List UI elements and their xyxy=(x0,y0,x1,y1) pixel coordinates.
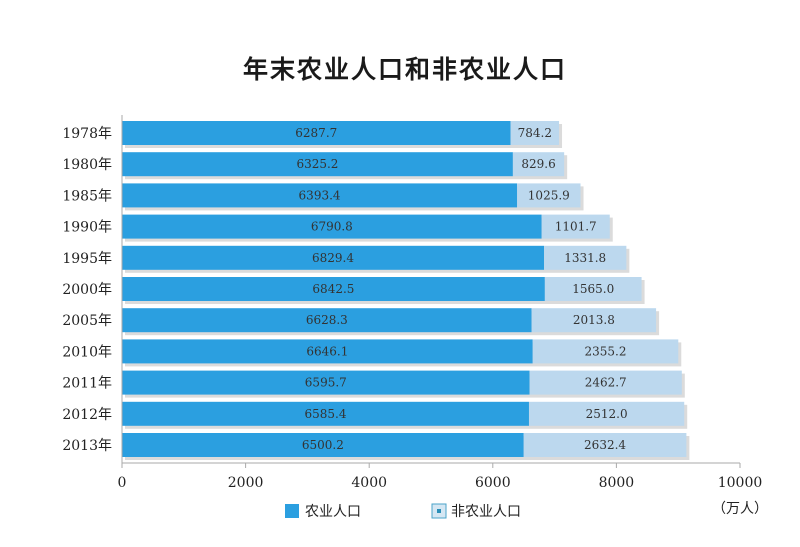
bar-non-agricultural xyxy=(510,121,560,145)
bar-agricultural xyxy=(122,245,545,270)
legend-label-non-agricultural: 非农业人口 xyxy=(451,504,521,520)
bar-agricultural xyxy=(122,121,511,145)
category-label: 2010年 xyxy=(62,344,112,360)
legend-swatch-marker xyxy=(437,509,441,513)
value-label-agricultural: 6595.7 xyxy=(305,376,347,390)
value-label-agricultural: 6500.2 xyxy=(302,438,344,452)
bar-agricultural xyxy=(122,308,532,333)
x-tick-label: 8000 xyxy=(599,475,635,491)
value-label-agricultural: 6646.1 xyxy=(306,344,348,358)
value-label-agricultural: 6829.4 xyxy=(312,251,354,265)
bar-agricultural xyxy=(122,183,518,208)
category-label: 2005年 xyxy=(62,313,112,329)
category-labels: 1978年 1980年 1985年 1990年 1995年 2000年 2005年 2010年… xyxy=(62,126,112,454)
legend-label-agricultural: 农业人口 xyxy=(305,504,361,520)
category-label: 1990年 xyxy=(62,220,112,236)
value-label-non-agricultural: 784.2 xyxy=(518,126,552,140)
value-label-agricultural: 6790.8 xyxy=(311,220,353,234)
chart-title: 年末农业人口和非农业人口 xyxy=(243,55,567,84)
category-label: 1995年 xyxy=(62,251,112,267)
category-label: 2000年 xyxy=(62,282,112,298)
value-label-agricultural: 6628.3 xyxy=(306,313,348,327)
value-label-agricultural: 6585.4 xyxy=(304,407,346,421)
x-tick-label: 4000 xyxy=(351,475,387,491)
legend: 农业人口 非农业人口 xyxy=(285,503,521,520)
value-label-non-agricultural: 1025.9 xyxy=(528,188,570,202)
value-label-non-agricultural: 2462.7 xyxy=(585,376,627,390)
category-label: 1978年 xyxy=(62,126,112,142)
bar-non-agricultural xyxy=(531,308,657,333)
bar-agricultural xyxy=(122,339,533,364)
bar-non-agricultural xyxy=(532,339,679,364)
value-label-non-agricultural: 1565.0 xyxy=(572,282,614,296)
legend-swatch-agricultural xyxy=(285,504,299,518)
bar-agricultural xyxy=(122,214,542,239)
bar-agricultural xyxy=(122,370,530,395)
category-label: 2012年 xyxy=(62,407,112,423)
value-label-agricultural: 6393.4 xyxy=(299,188,341,202)
value-label-non-agricultural: 1101.7 xyxy=(555,220,597,234)
value-label-non-agricultural: 829.6 xyxy=(521,157,555,171)
bar-agricultural xyxy=(122,277,545,301)
x-axis-ticks: 0 2000 4000 6000 8000 10000 xyxy=(118,463,763,491)
x-tick-label: 0 xyxy=(118,475,127,491)
value-label-agricultural: 6325.2 xyxy=(296,157,338,171)
bar-non-agricultural xyxy=(544,245,627,270)
value-label-non-agricultural: 2512.0 xyxy=(586,407,628,421)
value-label-non-agricultural: 2632.4 xyxy=(584,438,626,452)
bar-non-agricultural xyxy=(529,370,682,395)
value-label-non-agricultural: 1331.8 xyxy=(564,251,606,265)
category-label: 2011年 xyxy=(62,376,112,392)
value-label-non-agricultural: 2355.2 xyxy=(585,344,627,358)
bar-agricultural xyxy=(122,433,524,457)
bar-agricultural xyxy=(122,152,513,177)
category-label: 1985年 xyxy=(62,188,112,204)
bar-non-agricultural xyxy=(528,401,685,426)
category-label: 2013年 xyxy=(62,438,112,454)
bar-non-agricultural xyxy=(517,183,581,208)
bars-group: 6287.7 784.2 6325.2 829.6 6393.4 1025.9 6790.8… xyxy=(122,121,690,460)
value-label-non-agricultural: 2013.8 xyxy=(573,313,615,327)
x-tick-label: 10000 xyxy=(718,475,763,491)
x-tick-label: 6000 xyxy=(475,475,511,491)
bar-non-agricultural xyxy=(512,152,565,177)
x-tick-label: 2000 xyxy=(228,475,264,491)
bar-non-agricultural xyxy=(523,433,687,457)
category-label: 1980年 xyxy=(62,157,112,173)
unit-label: （万人） xyxy=(712,501,768,517)
bar-agricultural xyxy=(122,401,529,426)
bar-non-agricultural xyxy=(544,277,642,301)
value-label-agricultural: 6287.7 xyxy=(295,126,337,140)
value-label-agricultural: 6842.5 xyxy=(312,282,354,296)
bar-non-agricultural xyxy=(541,214,610,239)
